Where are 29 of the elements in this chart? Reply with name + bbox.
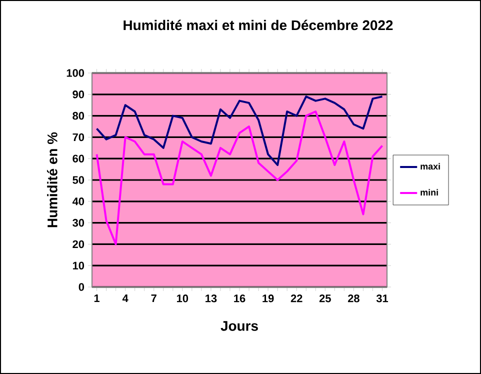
y-tick-label: 50	[72, 176, 84, 184]
line-series	[96, 110, 384, 246]
x-tick-label: 19	[262, 294, 274, 302]
y-tick-label: 90	[72, 90, 84, 98]
x-tick-label: 28	[348, 294, 360, 302]
x-tick-label: 16	[234, 294, 246, 302]
legend-label: mini	[420, 188, 438, 196]
y-tick-label: 60	[72, 154, 84, 162]
y-tick-label: 10	[72, 262, 84, 270]
y-tick-label: 80	[72, 112, 84, 120]
x-tick-label: 7	[151, 294, 156, 302]
x-tick-label: 22	[290, 294, 302, 302]
y-tick-label: 40	[72, 198, 84, 206]
y-tick-label: 30	[72, 218, 84, 227]
x-tick-label: 10	[177, 294, 188, 302]
chart-title: Humidité maxi et mini de Décembre 2022	[124, 20, 393, 30]
line-series	[96, 96, 384, 166]
y-tick-label: 70	[72, 133, 84, 142]
y-tick-label: 100	[66, 69, 84, 77]
x-tick-label: 4	[122, 294, 128, 302]
x-tick-label: 13	[206, 294, 217, 302]
y-tick-label: 0	[78, 283, 84, 291]
x-tick-label: 31	[376, 294, 388, 302]
x-axis-title: Jours	[220, 321, 258, 331]
legend-label: maxi	[420, 163, 440, 170]
y-axis-title: Humidité en %	[46, 132, 58, 228]
y-tick-label: 20	[72, 240, 84, 248]
x-tick-label: 1	[94, 294, 100, 302]
x-tick-label: 25	[319, 294, 331, 302]
